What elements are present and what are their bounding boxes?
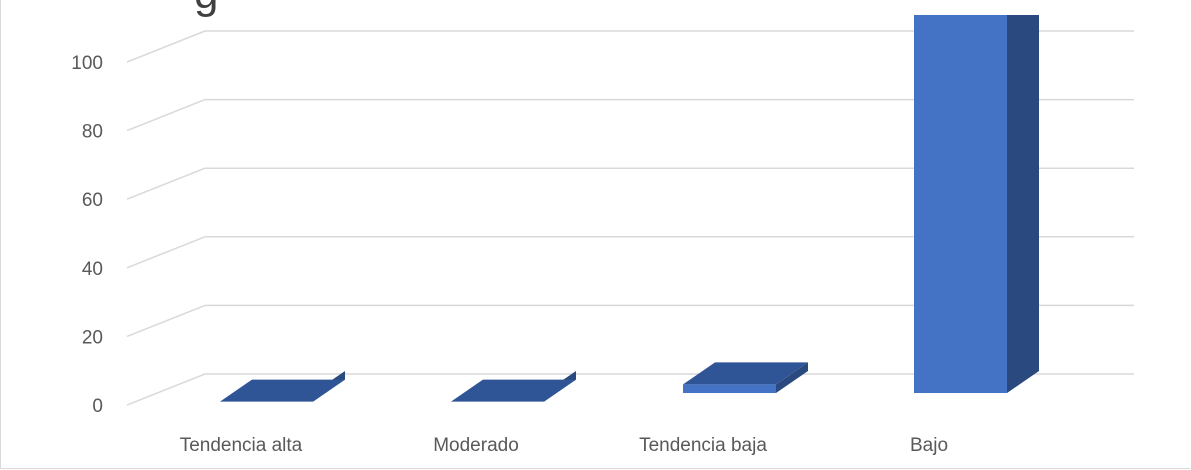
bar-front <box>914 15 1007 393</box>
y-tick-label: 60 <box>82 190 103 211</box>
y-tick-label: 80 <box>82 122 103 143</box>
grid-line-diagonal <box>126 30 206 63</box>
chart-title-fragment: g <box>194 0 218 16</box>
grid-line-diagonal <box>126 167 206 200</box>
y-tick-label: 100 <box>71 53 103 74</box>
x-axis-categories: Tendencia alta Moderado Tendencia baja Bajo <box>180 435 948 456</box>
bar-top <box>451 379 576 402</box>
x-category-label: Moderado <box>433 435 519 456</box>
y-tick-label: 20 <box>82 327 103 348</box>
y-tick-label: 0 <box>92 396 103 417</box>
bars <box>220 15 1039 402</box>
x-category-label: Bajo <box>910 435 948 456</box>
grid-line-diagonal <box>126 304 206 338</box>
bar <box>220 371 345 402</box>
bar-top <box>220 379 345 402</box>
x-category-label: Tendencia alta <box>180 435 303 456</box>
bar-side <box>776 362 808 393</box>
y-axis-ticks: 0 20 40 60 80 100 <box>71 53 103 417</box>
bar-side <box>1007 15 1039 393</box>
bar <box>451 371 576 402</box>
bar-front <box>683 384 776 393</box>
y-tick-label: 40 <box>82 259 103 280</box>
grid-line-diagonal <box>126 98 206 132</box>
grid-line-diagonal <box>126 236 206 269</box>
grid-line-diagonal <box>126 373 206 406</box>
bar <box>914 15 1039 393</box>
bar <box>683 362 808 393</box>
x-category-label: Tendencia baja <box>639 435 767 456</box>
bar-top <box>683 362 808 385</box>
